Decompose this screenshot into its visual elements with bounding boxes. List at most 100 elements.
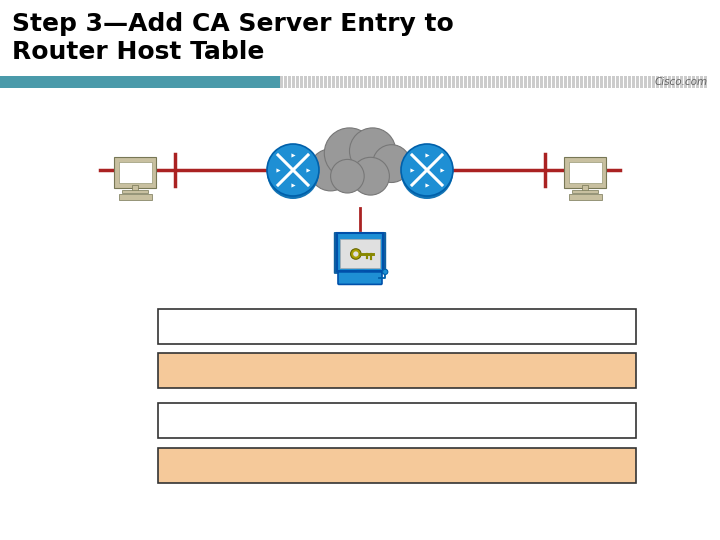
Circle shape [351,249,361,259]
Bar [608,76,611,88]
Bar [432,76,434,88]
Bar [324,76,326,88]
Bar [460,76,462,88]
Bar [312,76,315,88]
Bar [572,190,598,193]
Bar [132,185,138,191]
Bar [468,76,470,88]
Circle shape [351,157,390,195]
Bar [158,353,636,388]
Circle shape [267,147,319,199]
Bar [0,76,280,88]
Bar [556,76,559,88]
Bar [340,239,380,268]
FancyBboxPatch shape [334,232,386,274]
Bar [436,76,438,88]
Bar [404,76,407,88]
Bar [552,76,554,88]
Bar [636,76,639,88]
FancyBboxPatch shape [338,272,382,285]
Bar [472,76,474,88]
Bar [664,76,667,88]
Bar [592,76,595,88]
Bar [672,76,675,88]
Bar [572,76,575,88]
Bar [380,76,382,88]
Bar [492,76,495,88]
Bar [580,76,582,88]
Bar [569,194,601,200]
Bar [158,403,636,438]
Bar [568,76,570,88]
Bar [396,76,398,88]
Bar [680,76,683,88]
Bar [476,76,479,88]
Circle shape [330,159,364,193]
Bar [528,76,531,88]
Bar [114,157,156,187]
Bar [456,76,459,88]
Bar [388,76,390,88]
Bar [376,76,379,88]
Bar [480,76,482,88]
Circle shape [349,128,396,174]
Circle shape [382,269,388,274]
Bar [588,76,590,88]
Bar [416,76,418,88]
Bar [620,76,623,88]
Bar [400,76,402,88]
Bar [119,194,151,200]
Bar [500,76,503,88]
Bar [360,76,362,88]
Bar [344,76,346,88]
Bar [328,76,330,88]
Bar [440,76,443,88]
Bar [356,76,359,88]
Bar [632,76,634,88]
Bar [516,76,518,88]
Bar [332,76,335,88]
Bar [656,76,659,88]
Circle shape [267,144,319,196]
Bar [564,76,567,88]
Text: Step 3—Add CA Server Entry to: Step 3—Add CA Server Entry to [12,12,454,36]
Bar [348,76,351,88]
Circle shape [354,252,359,256]
Bar [444,76,446,88]
Bar [392,76,395,88]
Bar [700,76,703,88]
Bar [356,270,364,274]
Bar [508,76,510,88]
Bar [640,76,642,88]
Circle shape [373,145,410,183]
Bar [540,76,542,88]
Bar [368,76,371,88]
Bar [600,76,603,88]
Bar [452,76,454,88]
Bar [412,76,415,88]
Bar [569,163,601,183]
Bar [448,76,451,88]
Bar [340,76,343,88]
Bar [122,190,148,193]
Circle shape [401,147,453,199]
Bar [464,76,467,88]
Bar [644,76,647,88]
Bar [520,76,523,88]
Bar [564,157,606,187]
Bar [316,76,318,88]
Bar [428,76,431,88]
Bar [488,76,490,88]
Bar [292,76,294,88]
Bar [288,76,290,88]
Circle shape [310,149,351,191]
Bar [704,76,706,88]
Bar [484,76,487,88]
Bar [532,76,534,88]
Bar [364,76,366,88]
Bar [408,76,410,88]
Bar [280,76,282,88]
Bar [684,76,686,88]
Bar [628,76,631,88]
Bar [308,76,310,88]
